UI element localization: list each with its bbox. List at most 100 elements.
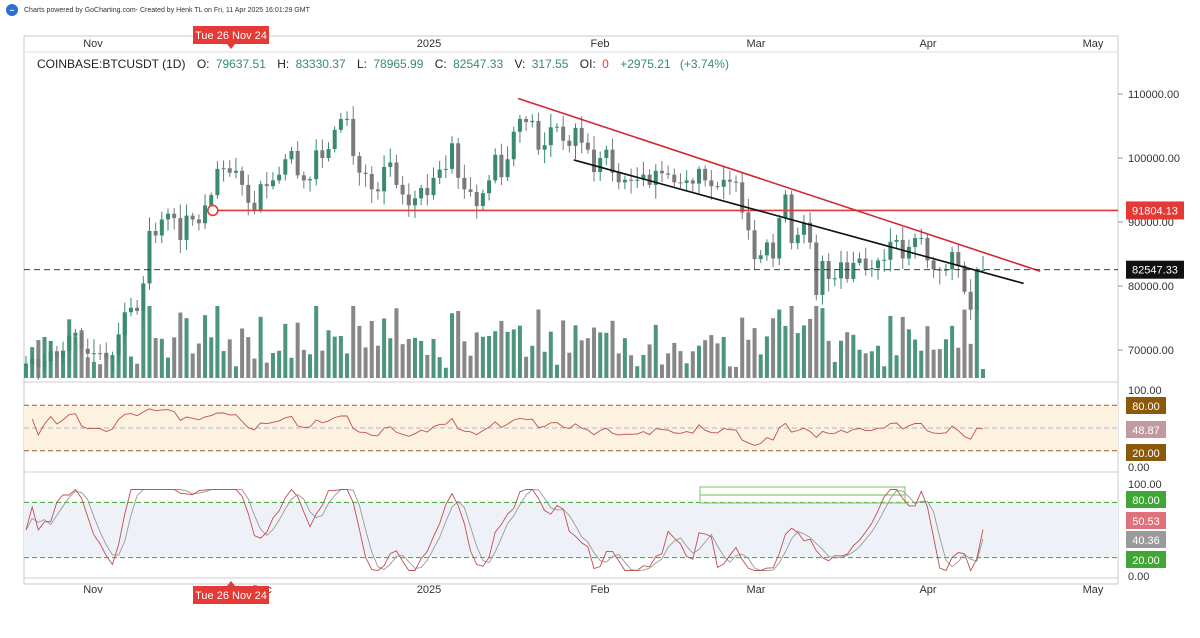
candle-body [419,188,424,199]
chart-frame [23,35,1119,585]
candle-body [764,242,769,256]
candle-body [264,184,269,187]
candle-body [308,179,313,181]
close-value: 82547.33 [453,57,503,71]
volume-bar [598,332,603,378]
candle-body [270,180,275,187]
volume-bar [703,340,708,378]
volume-bar [659,364,664,378]
candle-body [653,170,658,185]
volume-bar [332,336,337,378]
volume-bar [357,325,362,378]
candle-body [153,230,158,236]
volume-bar [573,325,578,378]
candle-body [289,150,294,160]
candle-body [795,234,800,244]
candle-body [184,215,189,240]
low-value: 78965.99 [373,57,423,71]
low-label: L: [357,57,367,71]
candle-body [104,353,109,359]
gocharting-logo-icon: ~ [6,4,18,16]
volume-bar [227,339,232,378]
candle-body [548,127,553,146]
candle-body [956,252,961,266]
candle-body [240,170,245,185]
candle-body [783,194,788,219]
volume-bar [443,367,448,378]
svg-text:COINBASE:BTCUSDT (1D) O:: COINBASE:BTCUSDT (1D) O: 79637.51 H: 833… [37,57,729,71]
candle-body [480,193,485,206]
volume-bar [450,313,455,378]
volume-bar [431,338,436,378]
candle-body [579,127,584,143]
volume-bar [153,337,158,378]
volume-bar [604,332,609,378]
candle-body [98,353,103,355]
volume-bar [876,345,881,378]
candle-body [635,179,640,181]
attribution-bar: ~ Charts powered by GoCharting.com - Cre… [0,0,1200,20]
volume-bar [801,325,806,378]
candles [24,105,985,380]
volume-bar [592,327,597,378]
candle-body [474,191,479,206]
time-label-2025: 2025 [417,38,441,50]
volume-bar [610,320,615,378]
red-trendline[interactable] [517,97,1041,273]
volume-bar [375,345,380,378]
candle-body [629,179,634,181]
volume-bar [338,336,343,378]
candle-body [684,180,689,183]
price-axis: 110000.00 100000.00 90000.00 80000.00 70000.… [1118,89,1180,357]
time-label-mar: Mar [747,38,766,50]
volume-bar [190,353,195,378]
volume-bar [499,320,504,378]
candle-body [882,259,887,261]
stoch-d-badge [1126,531,1166,548]
volume-bar [406,338,411,378]
volume-bar [388,338,393,378]
support-anchor-handle[interactable] [207,204,219,217]
candle-body [981,270,985,271]
volume-bar [554,364,559,378]
candle-body [585,142,590,150]
price-tick-label: 80000.00 [1128,281,1174,293]
candle-body [54,351,59,358]
volume-bar [517,325,522,378]
candle-body [147,230,152,284]
candle-body [30,358,35,365]
candle-body [468,189,473,192]
candle-body [141,283,146,311]
stoch-k-badge [1126,512,1166,529]
volume-bar [752,328,757,378]
candle-body [727,179,732,182]
candle-body [425,188,430,196]
candle-body [505,159,510,178]
rsi-upper-text: 80.00 [1132,401,1160,413]
candle-body [388,162,393,167]
volume-bar [437,357,442,378]
stoch-d-text: 40.36 [1132,535,1160,547]
candle-body [832,278,837,280]
volume-bar [795,333,800,378]
candle-body [845,262,850,279]
volume-bar [468,355,473,378]
volume-bar [122,313,127,378]
rsi-tick-100: 100.00 [1128,385,1162,397]
volume-bar [425,355,430,378]
candle-body [610,149,615,173]
crosshair-date-bottom-text: Tue 26 Nov 24 [195,590,267,602]
candle-body [116,335,121,356]
black-trendline[interactable] [573,159,1024,285]
stoch-lower-badge [1126,551,1166,568]
stoch-k-line [25,488,984,572]
volume-bar [931,349,936,378]
volume-bar [758,354,763,378]
volume-bar [740,317,745,378]
volume-bar [666,353,671,378]
candle-body [172,213,177,219]
candle-body [375,189,380,192]
candle-body [851,262,856,279]
candle-body [962,265,967,292]
